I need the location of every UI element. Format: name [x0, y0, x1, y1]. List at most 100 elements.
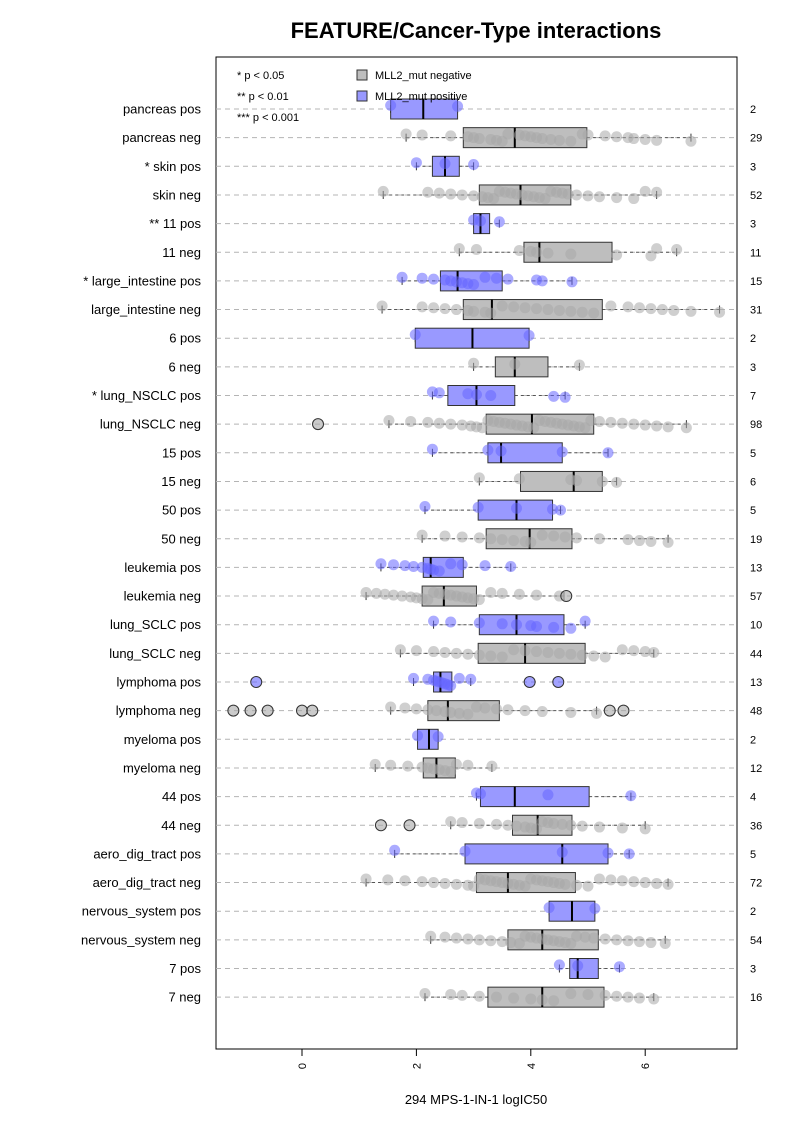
data-point — [428, 877, 440, 889]
data-point — [496, 300, 508, 312]
data-point — [622, 991, 634, 1003]
data-point — [375, 558, 387, 570]
data-point — [536, 133, 548, 145]
row-count: 52 — [750, 190, 762, 202]
data-point — [456, 531, 468, 543]
data-point — [633, 936, 645, 948]
data-point — [385, 99, 397, 111]
data-point — [410, 645, 422, 657]
data-point — [542, 247, 554, 259]
data-point — [639, 185, 651, 197]
data-point — [485, 935, 497, 947]
data-point — [468, 190, 480, 202]
data-point — [493, 216, 505, 228]
data-point — [599, 989, 611, 1001]
data-point — [508, 535, 520, 547]
data-point — [416, 876, 428, 888]
data-point — [408, 672, 420, 684]
data-point — [511, 820, 522, 832]
data-point — [502, 704, 514, 716]
data-point — [410, 703, 422, 715]
data-point — [408, 561, 420, 572]
row-label: skin neg — [153, 187, 201, 202]
data-point — [468, 305, 480, 317]
row-label: leukemia pos — [124, 560, 201, 575]
row-count: 2 — [750, 333, 756, 345]
data-point — [485, 586, 497, 598]
data-point — [565, 648, 577, 660]
data-point — [573, 359, 585, 371]
data-point — [428, 302, 440, 314]
data-point — [379, 588, 391, 600]
row-count: 7 — [750, 391, 756, 403]
data-point — [470, 701, 482, 713]
legend-entry: MLL2_mut positive — [375, 91, 467, 103]
data-point — [473, 617, 485, 629]
data-point — [377, 185, 389, 197]
data-point — [625, 790, 637, 802]
data-point — [588, 650, 600, 662]
data-point — [714, 306, 726, 318]
data-point — [433, 187, 445, 199]
data-point — [565, 248, 577, 260]
data-point — [419, 988, 431, 1000]
data-point — [396, 590, 408, 602]
box — [479, 786, 590, 808]
data-point — [473, 990, 485, 1002]
row-counts: 2293523111531237985651913571044134821243… — [750, 104, 762, 1004]
significance-legend-entry: ** p < 0.01 — [237, 91, 289, 103]
data-point — [579, 615, 591, 627]
data-point — [456, 559, 468, 571]
row-count: 2 — [750, 104, 756, 116]
data-point — [445, 816, 457, 828]
data-point — [616, 644, 628, 656]
data-point — [433, 387, 445, 399]
row-label: 50 pos — [162, 503, 202, 518]
data-point — [589, 903, 601, 914]
data-point — [559, 391, 571, 403]
significance-legend-entry: *** p < 0.001 — [237, 112, 299, 124]
data-point — [651, 877, 663, 889]
data-point — [536, 706, 548, 718]
outlier-point — [617, 704, 630, 717]
data-point — [531, 246, 543, 258]
data-point — [399, 560, 411, 572]
data-point — [496, 587, 508, 599]
data-point — [611, 476, 623, 488]
data-point — [430, 705, 442, 717]
data-point — [485, 390, 497, 401]
data-point — [502, 273, 514, 285]
outlier-point — [374, 819, 387, 832]
outlier-point — [296, 704, 308, 717]
data-point — [648, 993, 660, 1005]
box — [464, 843, 609, 865]
data-point — [405, 415, 417, 427]
data-point — [645, 303, 657, 315]
data-point — [611, 192, 623, 204]
data-point — [559, 531, 571, 543]
data-point — [556, 446, 568, 458]
data-point — [470, 244, 482, 256]
data-point — [553, 304, 565, 316]
data-point — [531, 303, 543, 315]
data-point — [559, 878, 571, 890]
data-point — [511, 619, 522, 631]
data-point — [519, 302, 531, 314]
data-point — [548, 621, 560, 633]
row-count: 44 — [750, 648, 762, 660]
data-point — [509, 358, 521, 370]
outlier-point — [603, 704, 616, 717]
row-count: 98 — [750, 419, 762, 431]
data-point — [572, 960, 584, 972]
row-label: myeloma neg — [123, 760, 201, 775]
data-point — [605, 874, 617, 886]
data-point — [468, 159, 480, 170]
row-label: ** 11 pos — [149, 216, 201, 231]
data-point — [490, 703, 502, 715]
data-point — [531, 621, 543, 632]
data-point — [432, 731, 444, 743]
data-point — [593, 415, 605, 427]
data-point — [542, 646, 554, 658]
row-count: 4 — [750, 792, 756, 804]
data-point — [462, 388, 474, 400]
